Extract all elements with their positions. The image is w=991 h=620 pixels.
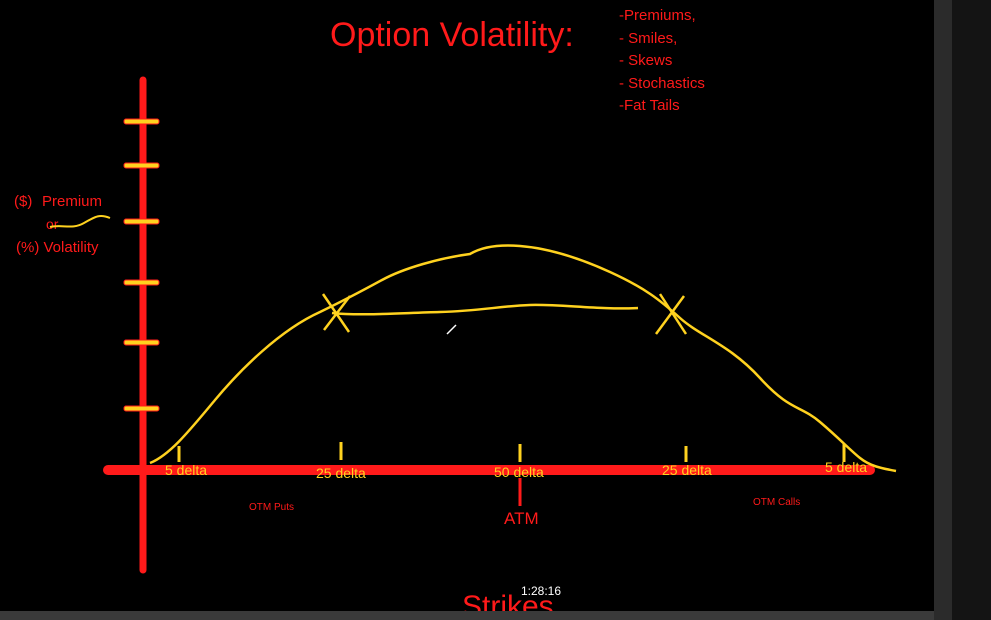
topic-item: - Smiles, — [619, 30, 677, 47]
x-tick-label: 5 delta — [825, 459, 867, 475]
x-tick-label: 50 delta — [494, 464, 544, 480]
y-label-currency: ($) — [14, 193, 32, 210]
playback-timestamp: 1:28:16 — [520, 584, 562, 598]
topic-item: - Stochastics — [619, 75, 705, 92]
y-label-or: or — [46, 216, 59, 232]
diagram-title: Option Volatility: — [330, 16, 574, 54]
volatility-curve-outer — [149, 244, 897, 473]
y-tick — [123, 162, 160, 169]
cross-mark-left — [321, 293, 351, 333]
pen-cursor-icon — [446, 324, 457, 335]
x-tick-label: 25 delta — [316, 465, 366, 481]
x-axis-ticks — [177, 442, 846, 462]
topic-item: -Fat Tails — [619, 97, 680, 114]
cross-mark-right — [654, 293, 688, 335]
topic-list: -Premiums, - Smiles, - Skews - Stochasti… — [619, 7, 705, 114]
video-frame[interactable]: Option Volatility: -Premiums, - Smiles, … — [0, 0, 934, 620]
y-tick — [123, 118, 160, 125]
topic-item: - Skews — [619, 52, 672, 69]
y-axis-label: ($) Premium or (%) Volatility — [14, 193, 111, 256]
side-panel-edge — [934, 0, 952, 620]
x-tick-labels: 5 delta 25 delta 50 delta 25 delta 5 del… — [165, 459, 867, 481]
y-axis-ticks — [123, 118, 160, 412]
topic-item: -Premiums, — [619, 7, 696, 24]
y-label-premium: Premium — [42, 193, 102, 210]
video-scrubber[interactable] — [0, 611, 934, 620]
x-tick-label: 25 delta — [662, 462, 712, 478]
y-label-scribble — [49, 214, 111, 228]
side-panel — [952, 0, 991, 620]
y-tick — [123, 218, 160, 225]
y-label-volatility: (%) Volatility — [16, 239, 99, 256]
x-tick-label: 5 delta — [165, 462, 207, 478]
atm-label: ATM — [504, 509, 539, 528]
volatility-curve-inner — [331, 303, 639, 316]
y-tick — [123, 405, 160, 412]
diagram-canvas: Option Volatility: -Premiums, - Smiles, … — [14, 7, 897, 620]
y-tick — [123, 279, 160, 286]
otm-calls-label: OTM Calls — [753, 497, 800, 508]
y-tick — [123, 339, 160, 346]
otm-puts-label: OTM Puts — [249, 502, 294, 513]
